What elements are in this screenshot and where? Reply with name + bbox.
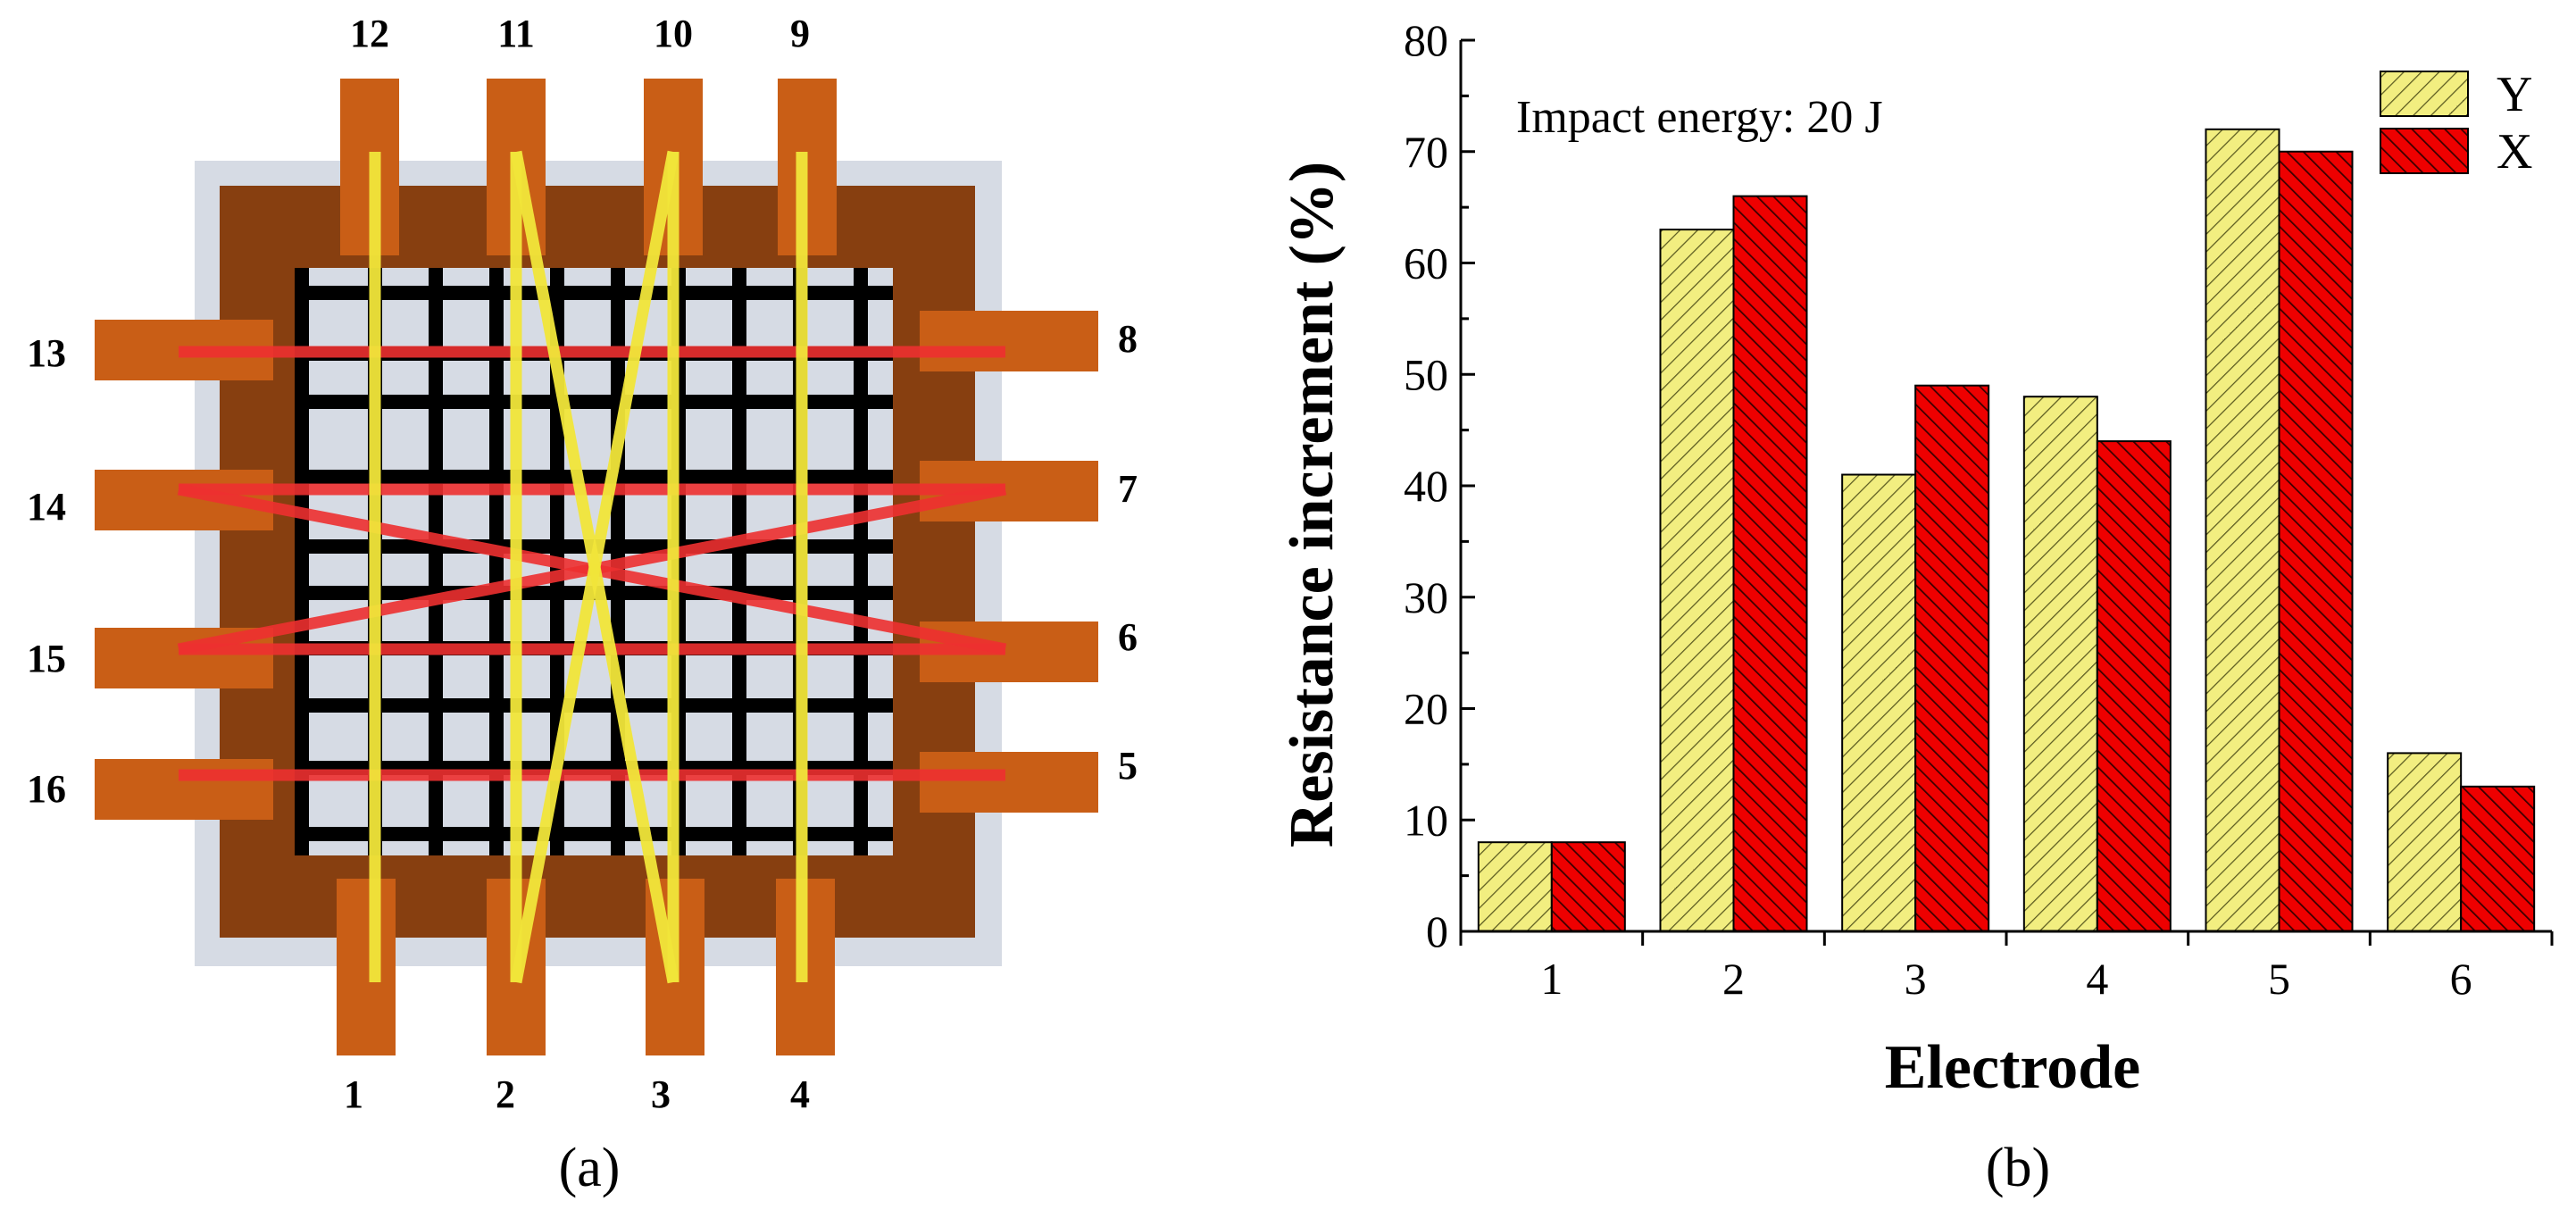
- electrode-label-2: 2: [496, 1072, 515, 1116]
- bars: [1477, 128, 2536, 933]
- panel-a-caption: (a): [559, 1138, 621, 1198]
- bar-y-4: [2022, 396, 2098, 932]
- y-tick-label-50: 50: [1404, 349, 1448, 399]
- legend-label-y: Y: [2497, 67, 2532, 122]
- wires: [177, 150, 1007, 984]
- panel-a-schematic: 1 2 3 4 5 6 7 8 9 10 11 12 13 14 15 16 (…: [27, 12, 1138, 1198]
- y-axis-title: Resistance increment (%): [1278, 162, 1346, 848]
- electrode-1: [337, 879, 396, 1055]
- electrode-label-16: 16: [27, 767, 66, 811]
- x-tick-label-2: 2: [1722, 954, 1745, 1004]
- bar-y-6: [2387, 752, 2463, 933]
- bar-y-5: [2205, 128, 2280, 933]
- bar-y-1: [1477, 841, 1553, 933]
- y-tick-label-60: 60: [1404, 238, 1448, 288]
- bar-y-2: [1659, 229, 1735, 932]
- electrode-8: [920, 311, 1098, 371]
- electrode-16: [95, 759, 273, 820]
- y-tick-label-30: 30: [1404, 572, 1448, 622]
- electrode-label-1: 1: [344, 1072, 363, 1116]
- electrode-label-5: 5: [1118, 744, 1138, 788]
- wire-y-6: [510, 150, 679, 984]
- x-axis-title: Electrode: [1885, 1033, 2140, 1102]
- electrode-5: [920, 752, 1098, 813]
- legend: Y X: [2380, 67, 2532, 179]
- bar-x-3: [1914, 384, 1990, 933]
- x-tick-label-6: 6: [2450, 954, 2472, 1004]
- y-tick-label-40: 40: [1404, 461, 1448, 511]
- electrode-label-12: 12: [350, 12, 389, 55]
- legend-swatch-y: [2380, 71, 2469, 117]
- electrode-label-6: 6: [1118, 615, 1138, 659]
- bar-x-2: [1732, 195, 1808, 932]
- bar-x-4: [2096, 440, 2172, 933]
- electrode-label-8: 8: [1118, 317, 1138, 361]
- x-tick-label-1: 1: [1540, 954, 1563, 1004]
- electrode-label-3: 3: [651, 1072, 671, 1116]
- legend-swatch-x: [2380, 128, 2469, 174]
- legend-label-x: X: [2497, 124, 2532, 179]
- y-tick-label-0: 0: [1426, 906, 1448, 956]
- electrode-label-9: 9: [790, 12, 810, 55]
- electrode-label-15: 15: [27, 637, 66, 680]
- x-tick-label-3: 3: [1905, 954, 1927, 1004]
- panel-b-caption: (b): [1986, 1138, 2050, 1198]
- electrode-label-4: 4: [790, 1072, 810, 1116]
- y-tick-label-10: 10: [1404, 795, 1448, 845]
- y-tick-label-70: 70: [1404, 127, 1448, 177]
- y-tick-label-20: 20: [1404, 684, 1448, 734]
- bar-x-5: [2278, 150, 2354, 932]
- panel-b-chart: 0 10 20 30 40 50 60 70 80 1 2 3 4 5 6 Impact energy: 2…: [1278, 15, 2554, 1198]
- y-tick-label-80: 80: [1404, 15, 1448, 65]
- bar-x-6: [2460, 785, 2536, 933]
- electrode-label-14: 14: [27, 485, 66, 529]
- electrode-label-10: 10: [654, 12, 693, 55]
- x-tick-label-5: 5: [2268, 954, 2290, 1004]
- x-tick-label-4: 4: [2086, 954, 2108, 1004]
- bar-x-1: [1550, 841, 1626, 933]
- electrode-label-7: 7: [1118, 467, 1138, 511]
- bar-y-3: [1841, 473, 1917, 933]
- impact-energy-annotation: Impact energy: 20 J: [1516, 92, 1883, 143]
- electrode-label-11: 11: [497, 12, 535, 55]
- electrode-label-13: 13: [27, 331, 66, 375]
- axes: 0 10 20 30 40 50 60 70 80 1 2 3 4 5 6: [1404, 15, 2554, 1004]
